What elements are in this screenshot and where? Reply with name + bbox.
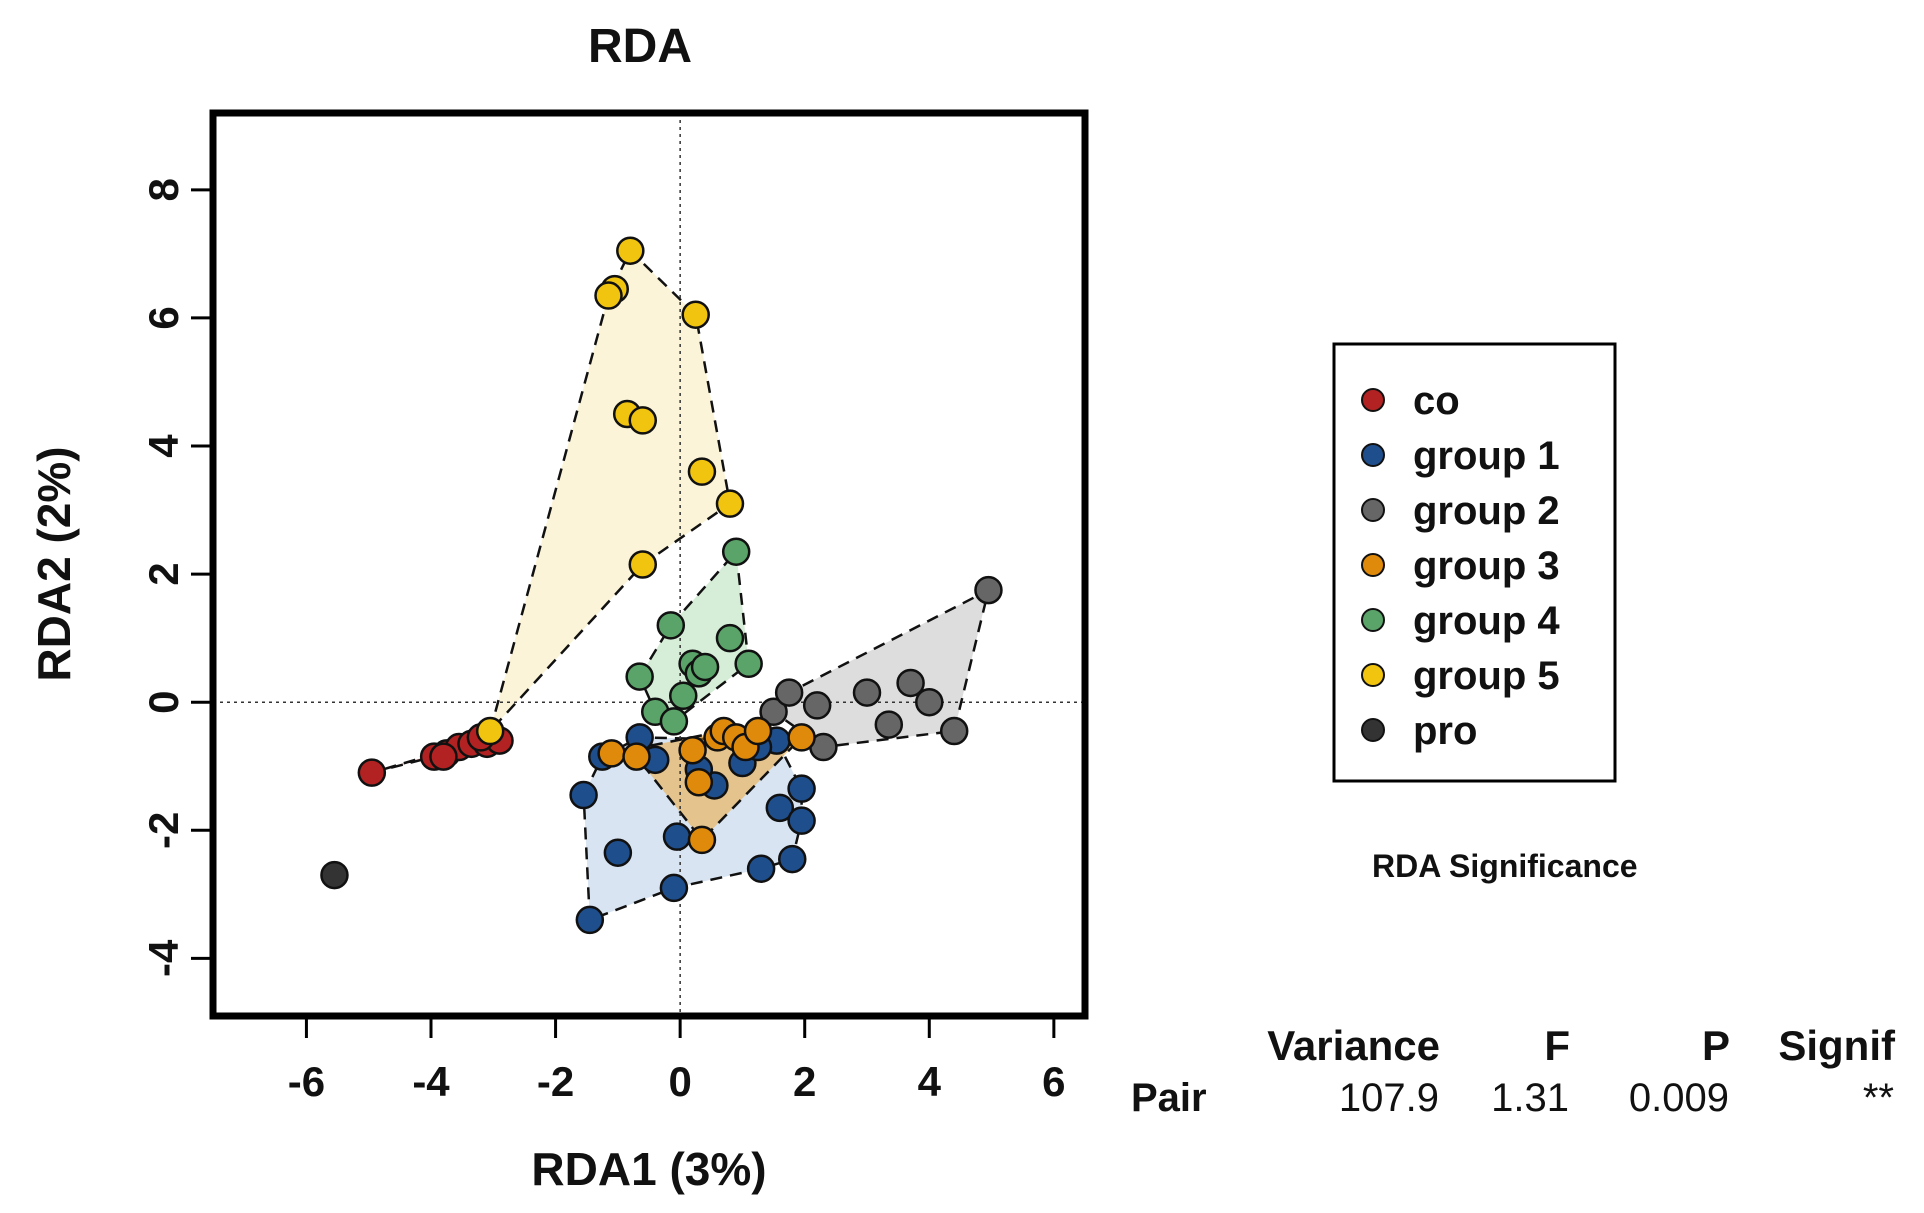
point-group-4 — [625, 662, 654, 691]
point-group-4 — [669, 681, 698, 711]
y-tick-label: -4 — [140, 939, 187, 977]
point-group-2 — [802, 691, 832, 720]
legend-label-group-2: group 2 — [1413, 489, 1560, 533]
point-group-2 — [759, 697, 788, 727]
legend-marker-group-5 — [1361, 663, 1385, 687]
point-group-1 — [778, 844, 807, 874]
x-tick-label: 0 — [668, 1058, 691, 1105]
x-tick-label: 2 — [793, 1058, 816, 1105]
point-group-3 — [787, 723, 816, 752]
y-axis: -4 -2 0 2 4 6 8 — [140, 178, 210, 977]
x-tick-label: -2 — [537, 1058, 574, 1105]
point-group-5 — [628, 406, 658, 435]
point-group-3 — [622, 742, 651, 771]
legend-marker-group-1 — [1361, 443, 1385, 467]
legend-marker-pro — [1361, 718, 1385, 742]
header-variance: Variance — [1267, 1022, 1440, 1069]
point-group-1 — [575, 905, 605, 935]
point-group-3 — [678, 735, 707, 765]
significance-table: Variance F P Signif Pair 107.9 1.31 0.00… — [1130, 1020, 1895, 1124]
x-tick-label: -4 — [412, 1058, 450, 1105]
x-axis: -6 -4 -2 0 2 4 6 — [288, 1019, 1066, 1105]
header-empty — [1130, 1020, 1260, 1072]
y-tick-label: 4 — [140, 434, 187, 458]
point-group-4 — [656, 611, 686, 640]
point-group-2 — [896, 668, 925, 698]
point-group-1 — [787, 806, 816, 835]
legend-label-group-5: group 5 — [1413, 654, 1560, 698]
point-group-5 — [687, 457, 717, 486]
point-group-2 — [974, 575, 1003, 605]
point-co — [429, 742, 458, 771]
points-layer — [320, 236, 1003, 935]
legend: co group 1 group 2 group 3 group 4 group 5 pro — [1332, 342, 1617, 783]
header-f: F — [1544, 1022, 1570, 1069]
legend-label-group-1: group 1 — [1413, 434, 1560, 478]
value-signif: ** — [1862, 1075, 1894, 1120]
significance-data-row: Pair 107.9 1.31 0.009 ** — [1130, 1072, 1895, 1124]
point-group-5 — [594, 281, 623, 310]
point-group-2 — [852, 678, 882, 707]
point-group-3 — [597, 739, 626, 768]
point-group-1 — [662, 822, 692, 851]
legend-label-group-4: group 4 — [1413, 599, 1560, 643]
header-signif: Signif — [1778, 1022, 1895, 1069]
point-group-2 — [774, 678, 804, 707]
plot-frame — [209, 109, 1089, 1020]
point-group-4 — [659, 707, 689, 736]
point-group-5 — [628, 550, 658, 579]
x-axis-label: RDA1 (3%) — [531, 1143, 766, 1195]
y-tick-label: 2 — [140, 562, 187, 585]
point-group-1 — [603, 838, 633, 867]
point-group-5 — [616, 236, 645, 265]
point-group-4 — [715, 623, 745, 653]
legend-marker-group-4 — [1361, 608, 1385, 632]
point-group-1 — [569, 780, 598, 810]
significance-title: RDA Significance — [1372, 848, 1638, 884]
y-tick-label: 0 — [140, 691, 187, 714]
point-group-1 — [765, 793, 795, 823]
header-p: P — [1701, 1022, 1730, 1069]
x-tick-label: -6 — [288, 1058, 325, 1105]
point-group-4 — [690, 652, 720, 682]
point-group-5 — [681, 300, 710, 329]
point-group-2 — [874, 710, 904, 739]
legend-marker-co — [1361, 388, 1385, 412]
value-f: 1.31 — [1491, 1075, 1569, 1120]
x-tick-label: 6 — [1042, 1058, 1065, 1105]
chart-title: RDA — [588, 20, 692, 73]
value-variance: 107.9 — [1338, 1075, 1439, 1120]
row-label-pair: Pair — [1131, 1075, 1207, 1120]
point-group-1 — [746, 854, 776, 883]
point-group-4 — [721, 537, 751, 566]
y-tick-label: 8 — [140, 178, 187, 201]
y-axis-label: RDA2 (2%) — [28, 446, 80, 681]
point-group-3 — [687, 825, 717, 855]
point-group-1 — [787, 774, 816, 803]
legend-label-group-3: group 3 — [1413, 544, 1560, 588]
point-group-3 — [684, 767, 714, 797]
value-p: 0.009 — [1628, 1075, 1729, 1120]
y-tick-label: -2 — [140, 812, 187, 849]
significance-header-row: Variance F P Signif — [1130, 1020, 1895, 1072]
point-group-5 — [715, 489, 745, 518]
point-group-3 — [743, 716, 773, 746]
legend-label-co: co — [1413, 379, 1460, 423]
point-group-2 — [939, 716, 969, 746]
y-tick-label: 6 — [140, 306, 187, 329]
point-group-1 — [659, 873, 689, 903]
point-group-4 — [734, 649, 763, 679]
point-co — [357, 758, 387, 787]
legend-marker-group-3 — [1361, 553, 1385, 577]
point-group-2 — [915, 687, 944, 717]
x-tick-label: 4 — [918, 1058, 942, 1105]
legend-marker-group-2 — [1361, 498, 1385, 522]
point-group-5 — [475, 716, 505, 746]
legend-label-pro: pro — [1413, 709, 1477, 753]
point-pro — [320, 860, 349, 890]
